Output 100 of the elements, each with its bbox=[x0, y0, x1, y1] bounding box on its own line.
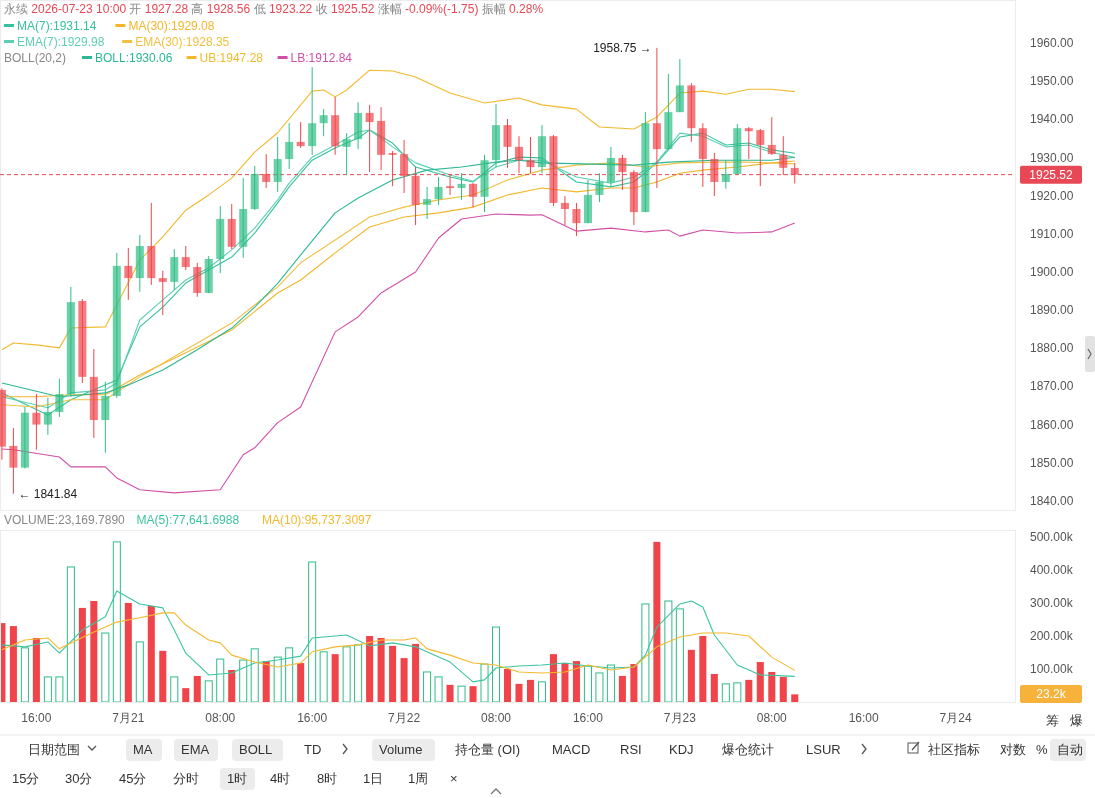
x-tick-label: 08:00 bbox=[480, 711, 512, 725]
x-tick-label: 7月23 bbox=[663, 711, 697, 725]
candlestick bbox=[181, 245, 190, 271]
bar bbox=[389, 645, 397, 702]
y-tick-label: 1880.00 bbox=[1030, 341, 1074, 356]
x-tick-label: 7月21 bbox=[112, 711, 145, 725]
bar bbox=[308, 561, 317, 703]
bar bbox=[710, 673, 718, 702]
candlestick bbox=[365, 104, 374, 173]
text: 1日 bbox=[363, 771, 384, 786]
text: 自动 bbox=[1057, 742, 1083, 757]
legend-label: EMA(7):1929.98 bbox=[17, 35, 105, 49]
text: 对数 bbox=[1000, 742, 1026, 757]
text: 45分 bbox=[119, 771, 147, 786]
bar bbox=[457, 685, 466, 703]
bar bbox=[216, 658, 225, 703]
bar bbox=[239, 659, 248, 703]
candlestick bbox=[457, 172, 466, 201]
bar bbox=[561, 663, 569, 702]
text: % bbox=[1036, 742, 1048, 757]
candlestick bbox=[308, 66, 317, 156]
bar bbox=[537, 681, 546, 703]
y-tick-label: 1940.00 bbox=[1030, 112, 1074, 127]
y-tick-label: 1870.00 bbox=[1030, 379, 1074, 394]
bar bbox=[641, 603, 650, 703]
candlestick bbox=[273, 136, 282, 193]
line-series bbox=[1, 590, 796, 683]
candlestick bbox=[767, 116, 776, 156]
bar bbox=[182, 688, 190, 702]
text: 1时 bbox=[227, 771, 248, 786]
bar bbox=[526, 679, 534, 702]
text: EMA bbox=[181, 742, 210, 757]
bar bbox=[32, 637, 40, 702]
bar bbox=[124, 602, 132, 702]
bar bbox=[469, 686, 477, 702]
legend-label: EMA(30):1928.35 bbox=[135, 35, 230, 49]
y-tick-label: 1910.00 bbox=[1030, 226, 1074, 241]
bar bbox=[319, 651, 328, 703]
candlestick bbox=[319, 108, 328, 137]
annotation: 1958.75 → bbox=[593, 40, 652, 55]
bar bbox=[204, 680, 213, 703]
x-tick-label: 08:00 bbox=[205, 711, 236, 725]
text: 4时 bbox=[270, 771, 291, 786]
y-tick-label: 500.00k bbox=[1030, 529, 1074, 544]
text: LSUR bbox=[806, 742, 841, 757]
bar bbox=[170, 676, 179, 703]
ref-line-label: 1925.52 bbox=[1029, 167, 1074, 182]
candlestick bbox=[285, 122, 294, 170]
bar bbox=[354, 644, 363, 703]
bar bbox=[721, 683, 730, 703]
x-tick-label: 16:00 bbox=[572, 711, 604, 725]
y-tick-label: 1950.00 bbox=[1030, 74, 1074, 89]
bar bbox=[250, 648, 259, 703]
text: × bbox=[450, 771, 458, 786]
bar bbox=[630, 664, 638, 702]
bar bbox=[791, 694, 799, 702]
y-tick-label: 1920.00 bbox=[1030, 188, 1074, 203]
bar bbox=[768, 671, 776, 702]
x-tick-label: 7月24 bbox=[939, 711, 972, 725]
text: 分时 bbox=[173, 771, 199, 786]
bar bbox=[699, 635, 707, 702]
candlestick bbox=[572, 202, 581, 237]
bar bbox=[412, 643, 420, 702]
x-tick-label: 16:00 bbox=[21, 711, 52, 725]
bar bbox=[434, 676, 443, 703]
text: 日期范围 bbox=[28, 742, 80, 757]
legend-label: MA(30):1929.08 bbox=[128, 19, 215, 33]
candlestick bbox=[503, 118, 512, 169]
bar bbox=[377, 637, 385, 702]
bar bbox=[285, 647, 294, 703]
chart-title: 永续 2026-07-23 10:00 开 1927.28 高 1928.56 低 1923.22 收 1925.52 涨幅 -0.09%(-1.75) 振幅 0.28% bbox=[4, 2, 544, 16]
text: MA(5):77,641.6988 bbox=[136, 513, 240, 527]
candlestick bbox=[560, 195, 569, 226]
candlestick bbox=[9, 427, 18, 495]
bar bbox=[675, 608, 684, 703]
bar bbox=[779, 676, 787, 702]
text: 1周 bbox=[408, 771, 429, 786]
bar bbox=[491, 626, 501, 703]
text: 爆仓统计 bbox=[722, 742, 774, 757]
bar bbox=[583, 665, 592, 703]
text: 爆 bbox=[1070, 713, 1083, 728]
bar bbox=[193, 675, 201, 702]
bar bbox=[595, 672, 604, 703]
bar bbox=[549, 654, 557, 702]
bar bbox=[366, 635, 374, 702]
candlestick bbox=[526, 136, 535, 174]
bar bbox=[446, 684, 454, 702]
bar bbox=[228, 669, 236, 702]
annotation: ← 1841.84 bbox=[18, 486, 78, 501]
x-tick-label: 7月22 bbox=[388, 711, 421, 725]
bar bbox=[78, 607, 86, 702]
bar bbox=[9, 626, 17, 702]
candlestick bbox=[423, 186, 432, 220]
y-tick-label: 200.00k bbox=[1030, 628, 1074, 643]
bar bbox=[297, 663, 305, 702]
bar bbox=[515, 683, 523, 702]
bar bbox=[159, 650, 167, 702]
text: 持仓量 (OI) bbox=[455, 742, 520, 757]
text: MA bbox=[133, 742, 153, 757]
x-tick-label: 16:00 bbox=[848, 711, 880, 725]
